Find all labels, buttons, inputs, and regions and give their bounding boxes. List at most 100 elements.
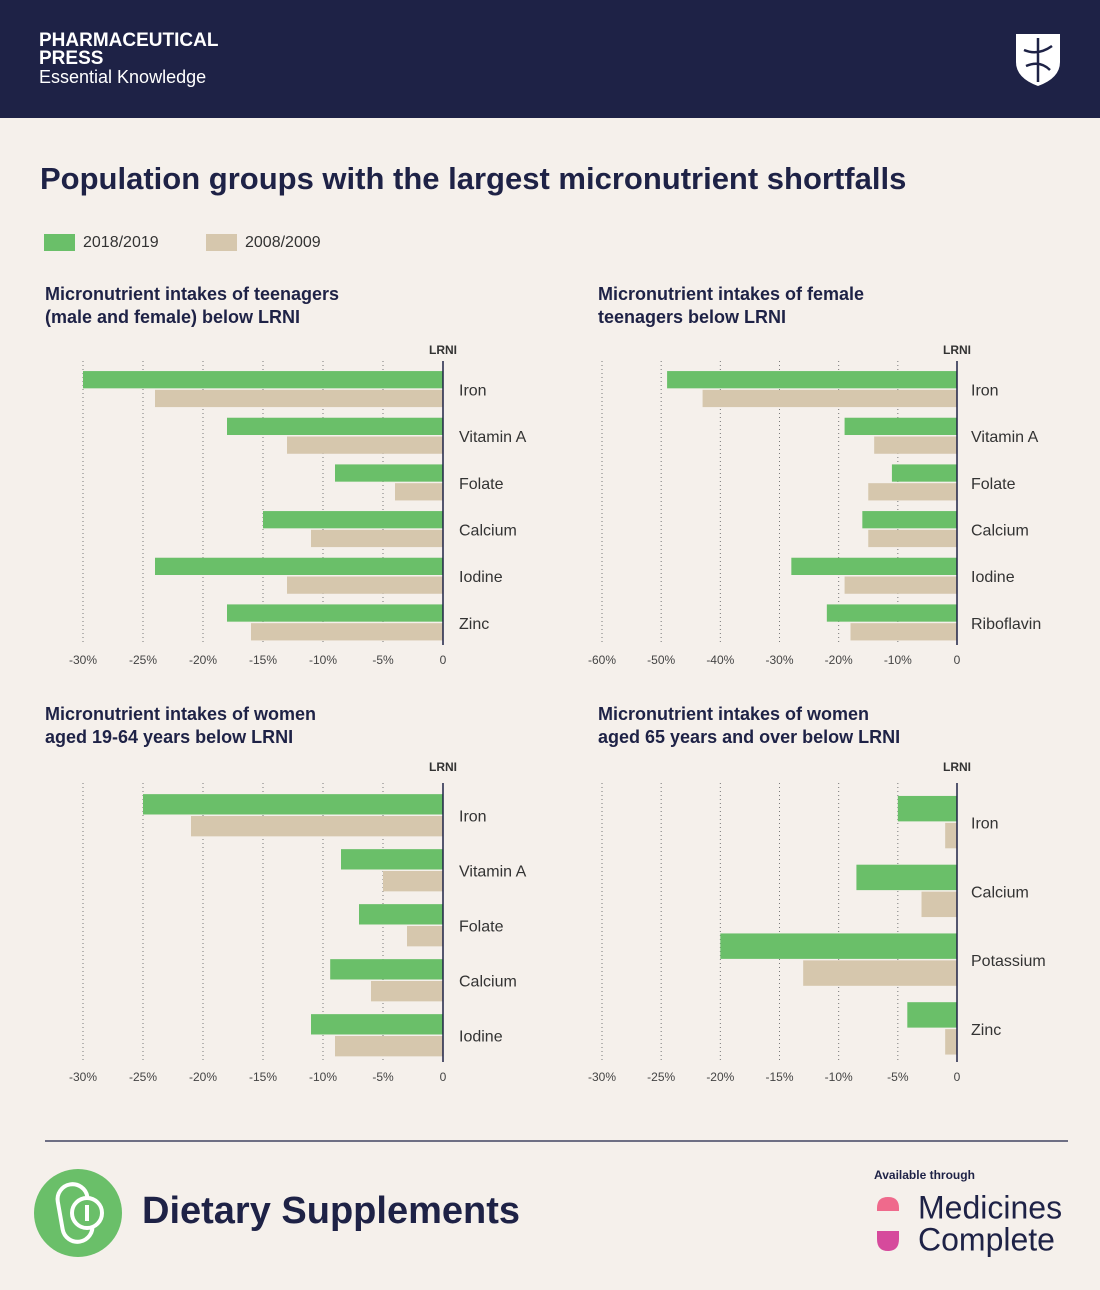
x-tick-label: -60% [588,653,616,667]
category-label: Iodine [971,569,1015,586]
bar [263,511,443,529]
legend: 2018/2019 2008/2009 [44,234,321,251]
chart-panel: Micronutrient intakes of teenagers (male … [45,284,527,667]
bar [311,1014,443,1035]
bar [191,816,443,837]
category-label: Vitamin A [459,864,527,881]
category-label: Iron [459,383,487,400]
panel-title: Micronutrient intakes of teenagers [45,284,339,304]
category-label: Vitamin A [971,429,1039,446]
x-tick-label: -5% [372,1070,394,1084]
partner-name: Complete [918,1221,1055,1257]
bar [227,417,443,435]
chart-panel: Micronutrient intakes of women aged 65 ye… [588,704,1046,1084]
x-tick-label: 0 [440,1070,447,1084]
bar [330,959,443,980]
bar [921,891,957,918]
bar [287,576,443,594]
bar [844,576,957,594]
bar [335,1036,443,1057]
reference-label: LRNI [943,343,971,357]
bar [856,864,957,891]
x-tick-label: -15% [249,1070,277,1084]
shield-logo [1016,34,1060,86]
x-tick-label: -15% [249,653,277,667]
bar [891,464,957,482]
x-tick-label: -30% [69,1070,97,1084]
bar [341,849,443,870]
partner-icon [877,1197,899,1251]
x-tick-label: -30% [765,653,793,667]
bar [287,436,443,454]
x-tick-label: -10% [884,653,912,667]
x-tick-label: -20% [706,1070,734,1084]
bar [395,483,443,501]
x-tick-label: -20% [189,1070,217,1084]
bar [868,483,957,501]
x-tick-label: -5% [887,1070,909,1084]
bar [945,1029,957,1055]
category-label: Iron [459,809,487,826]
panel-title: Micronutrient intakes of women [598,704,869,724]
category-label: Iodine [459,569,503,586]
bar [907,1002,957,1028]
bar [803,960,957,986]
bar [383,871,443,892]
x-tick-label: -25% [647,1070,675,1084]
panel-title: Micronutrient intakes of women [45,704,316,724]
panel-title: teenagers below LRNI [598,307,786,327]
header-band [0,0,1100,118]
reference-label: LRNI [429,760,457,774]
chart-panel: Micronutrient intakes of female teenagers… [588,284,1041,667]
x-tick-label: -10% [309,653,337,667]
product-icon [34,1169,122,1257]
bar [702,389,957,408]
x-tick-label: -30% [69,653,97,667]
category-label: Iron [971,816,999,833]
bar [335,464,443,482]
category-label: Calcium [459,523,517,540]
chart-panel: Micronutrient intakes of women aged 19-64… [45,704,527,1084]
bar [83,371,443,389]
category-label: Folate [459,476,504,493]
bar [945,822,957,849]
x-tick-label: -10% [825,1070,853,1084]
bar [862,511,957,529]
category-label: Iron [971,383,999,400]
x-tick-label: -10% [309,1070,337,1084]
bar [155,389,443,408]
bar [251,623,443,641]
product-name: Dietary Supplements [142,1190,520,1232]
x-tick-label: -15% [765,1070,793,1084]
category-label: Folate [459,919,504,936]
x-tick-label: -40% [706,653,734,667]
available-label: Available through [874,1168,975,1182]
panel-title: aged 19-64 years below LRNI [45,727,293,747]
category-label: Potassium [971,953,1046,970]
brand: PHARMACEUTICAL [39,30,219,51]
category-label: Vitamin A [459,429,527,446]
bar [874,436,957,454]
category-label: Calcium [971,884,1029,901]
bar [359,904,443,925]
x-tick-label: -20% [825,653,853,667]
x-tick-label: -5% [372,653,394,667]
legend-swatch [44,234,75,251]
bar [826,604,957,622]
x-tick-label: -50% [647,653,675,667]
category-label: Riboflavin [971,616,1041,633]
category-label: Zinc [971,1022,1001,1039]
reference-label: LRNI [429,343,457,357]
category-label: Calcium [971,523,1029,540]
tagline: Essential Knowledge [39,67,206,87]
x-tick-label: 0 [954,1070,961,1084]
category-label: Folate [971,476,1016,493]
partner-name: Medicines [918,1189,1062,1225]
bar [143,794,443,815]
x-tick-label: 0 [440,653,447,667]
legend-swatch [206,234,237,251]
x-tick-label: -25% [129,1070,157,1084]
bar [720,933,957,959]
